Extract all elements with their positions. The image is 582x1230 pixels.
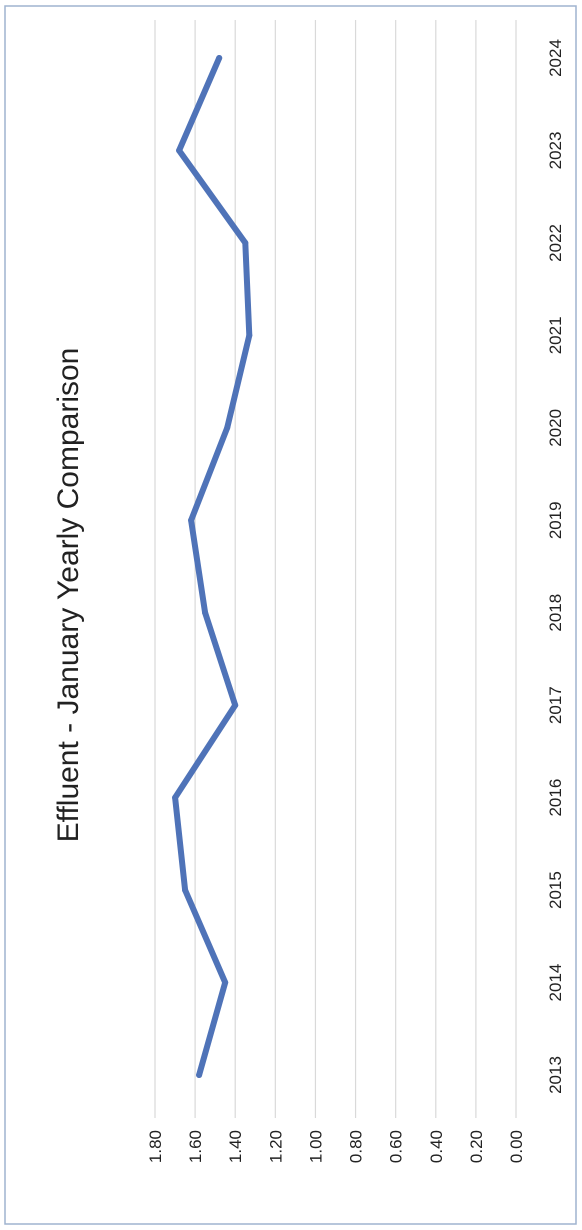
x-tick-label: 2016 <box>546 779 565 817</box>
x-tick-label: 2023 <box>546 132 565 170</box>
y-tick-label: 0.80 <box>347 1130 366 1163</box>
y-tick-label: 0.00 <box>507 1130 526 1163</box>
series-line-layer <box>172 55 253 1078</box>
y-tick-label: 1.60 <box>186 1130 205 1163</box>
y-tick-label: 0.20 <box>467 1130 486 1163</box>
data-point <box>196 1072 203 1078</box>
data-point <box>216 55 223 61</box>
gridlines <box>154 20 517 1118</box>
y-tick-label: 1.40 <box>226 1130 245 1163</box>
data-point <box>246 332 253 339</box>
y-tick-label: 1.00 <box>306 1130 325 1163</box>
x-tick-label: 2019 <box>546 501 565 539</box>
data-point <box>222 979 229 986</box>
y-tick-label: 0.40 <box>427 1130 446 1163</box>
x-axis-ticks: 2013 2014 2015 2016 2017 2018 2019 2020 2021 2022… <box>546 39 565 1094</box>
data-point <box>224 424 231 431</box>
x-tick-label: 2022 <box>546 224 565 262</box>
x-tick-label: 2017 <box>546 686 565 724</box>
chart-title: Effluent - January Yearly Comparison <box>52 348 85 843</box>
chart-frame <box>4 5 577 1225</box>
x-tick-label: 2013 <box>546 1056 565 1094</box>
data-point <box>176 147 183 154</box>
y-tick-label: 1.80 <box>146 1130 165 1163</box>
data-point <box>242 239 249 246</box>
data-point <box>172 794 179 801</box>
data-point <box>202 609 209 616</box>
x-tick-label: 2014 <box>546 964 565 1002</box>
y-tick-label: 1.20 <box>266 1130 285 1163</box>
x-tick-label: 2024 <box>546 39 565 77</box>
x-tick-label: 2015 <box>546 871 565 909</box>
x-tick-label: 2018 <box>546 594 565 632</box>
data-point <box>188 517 195 524</box>
x-tick-label: 2021 <box>546 316 565 354</box>
data-point <box>182 887 189 894</box>
y-axis-ticks: 0.00 0.20 0.40 0.60 0.80 1.00 1.20 1.40 1.60 1.80 <box>146 1130 526 1163</box>
series-line <box>172 55 253 1078</box>
x-tick-label: 2020 <box>546 409 565 447</box>
data-point <box>232 702 239 709</box>
y-tick-label: 0.60 <box>387 1130 406 1163</box>
